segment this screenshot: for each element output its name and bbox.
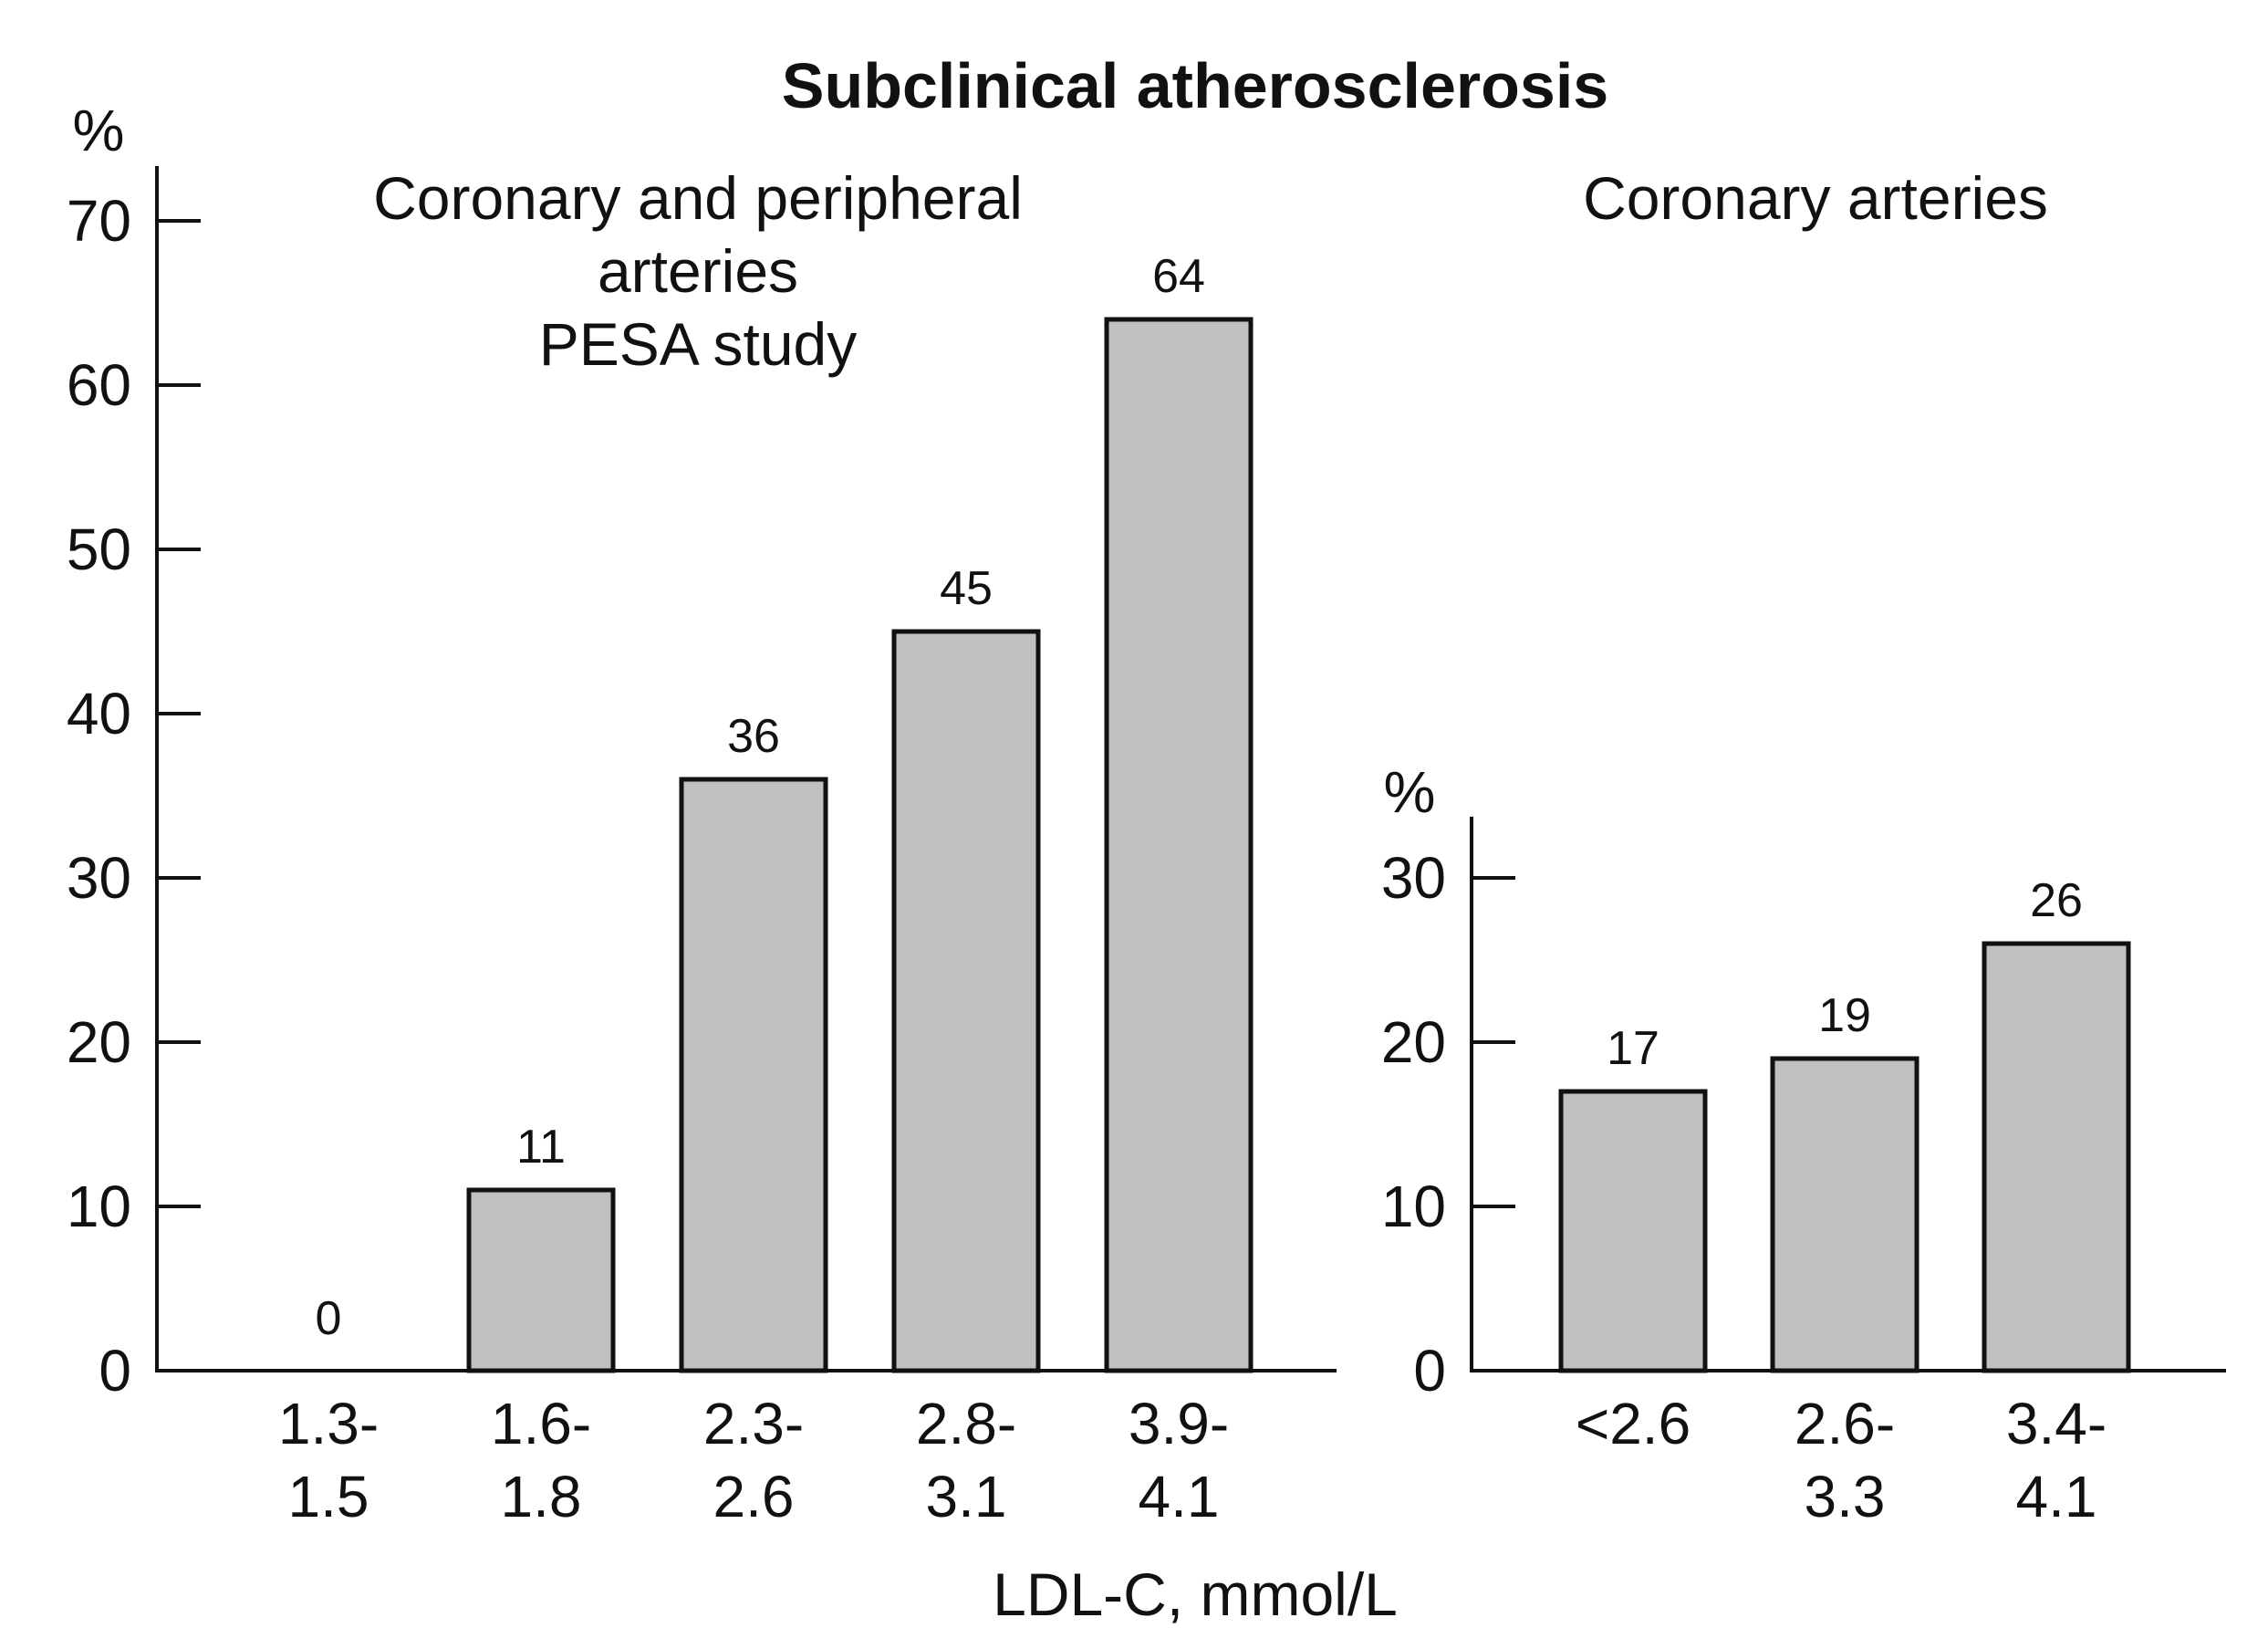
bar (1558, 1089, 1708, 1373)
x-tick-label: 1.6- (491, 1391, 591, 1456)
y-tick-label: 0 (99, 1338, 131, 1404)
x-tick-label: 2.6 (713, 1464, 795, 1529)
x-tick-label: 1.5 (288, 1464, 369, 1529)
y-tick-label: 20 (1381, 1009, 1446, 1075)
x-tick-label: 4.1 (2016, 1464, 2097, 1529)
x-tick-label: 3.3 (1805, 1464, 1886, 1529)
y-tick-label: 0 (1413, 1338, 1446, 1404)
bar-data-label: 64 (1152, 250, 1205, 303)
x-tick-label: <2.6 (1576, 1391, 1691, 1456)
panel-subtitle-line: PESA study (539, 310, 858, 378)
bar-data-label: 45 (940, 562, 993, 615)
x-axis-label: LDL-C, mmol/L (993, 1560, 1398, 1628)
bar (1104, 317, 1254, 1373)
bar (679, 777, 828, 1373)
y-tick-label: 40 (67, 681, 131, 746)
bar-data-label: 26 (2030, 874, 2083, 927)
x-tick-label: 3.1 (926, 1464, 1007, 1529)
bar-data-label: 0 (316, 1292, 342, 1345)
y-tick-label: 20 (67, 1009, 131, 1075)
chart-panel-2: Coronary arteries% 0 10 20 30 17 <2.6 19 2.6- 3.3… (1381, 164, 2226, 1529)
y-axis-unit-label: % (1384, 759, 1436, 825)
bar (1982, 941, 2131, 1373)
y-tick-label: 50 (67, 517, 131, 582)
x-tick-label: 3.9- (1129, 1391, 1229, 1456)
bar-data-label: 17 (1607, 1022, 1659, 1075)
bar (466, 1187, 616, 1373)
bar (1770, 1056, 1919, 1373)
x-tick-label: 3.4- (2006, 1391, 2107, 1456)
x-tick-label: 2.3- (703, 1391, 804, 1456)
y-tick-label: 10 (67, 1174, 131, 1239)
panel-subtitle-line: arteries (598, 237, 798, 305)
y-tick-label: 30 (67, 845, 131, 911)
y-tick-label: 60 (67, 352, 131, 418)
chart-title: Subclinical atherosclerosis (782, 50, 1608, 121)
y-tick-label: 70 (67, 188, 131, 254)
bar-data-label: 19 (1818, 989, 1871, 1042)
bar-data-label: 36 (727, 710, 780, 763)
y-axis-unit-label: % (73, 98, 125, 163)
y-tick-label: 30 (1381, 845, 1446, 911)
x-tick-label: 1.8 (501, 1464, 582, 1529)
x-tick-label: 2.6- (1795, 1391, 1895, 1456)
bar-data-label: 11 (516, 1121, 566, 1174)
bar (891, 629, 1041, 1373)
x-tick-label: 4.1 (1139, 1464, 1220, 1529)
x-tick-label: 1.3- (278, 1391, 379, 1456)
y-tick-label: 10 (1381, 1174, 1446, 1239)
panel-subtitle-line: Coronary arteries (1583, 164, 2048, 232)
panel-subtitle-line: Coronary and peripheral (373, 164, 1023, 232)
x-tick-label: 2.8- (916, 1391, 1016, 1456)
